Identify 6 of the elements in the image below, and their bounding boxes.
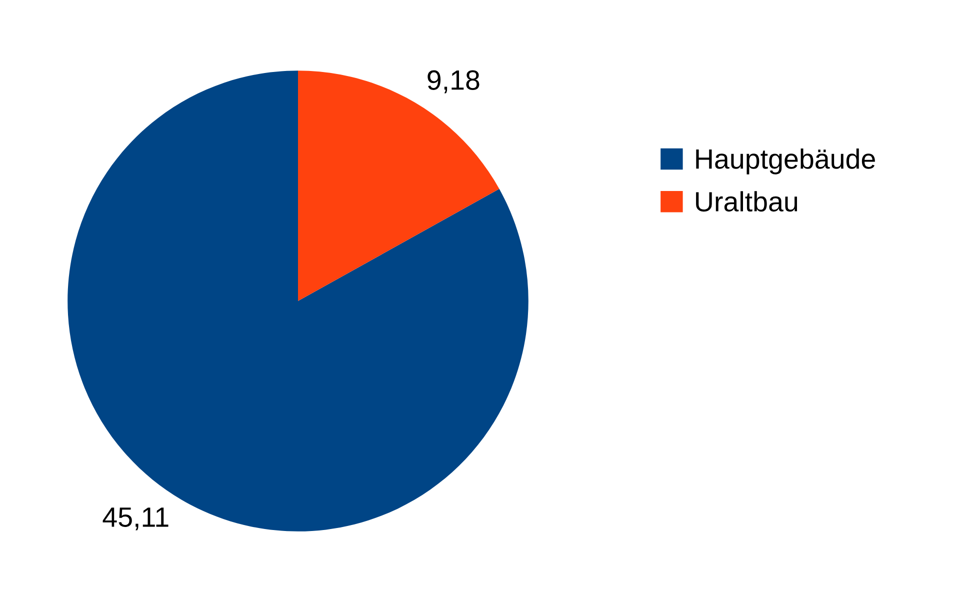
data-label: 45,11 — [102, 508, 168, 530]
legend-label: Uraltbau — [696, 191, 798, 212]
pie-slice — [298, 70, 500, 301]
legend-label: Hauptgebäude — [696, 148, 875, 174]
pie-slice — [68, 70, 528, 532]
data-label: 9,18 — [428, 70, 480, 94]
